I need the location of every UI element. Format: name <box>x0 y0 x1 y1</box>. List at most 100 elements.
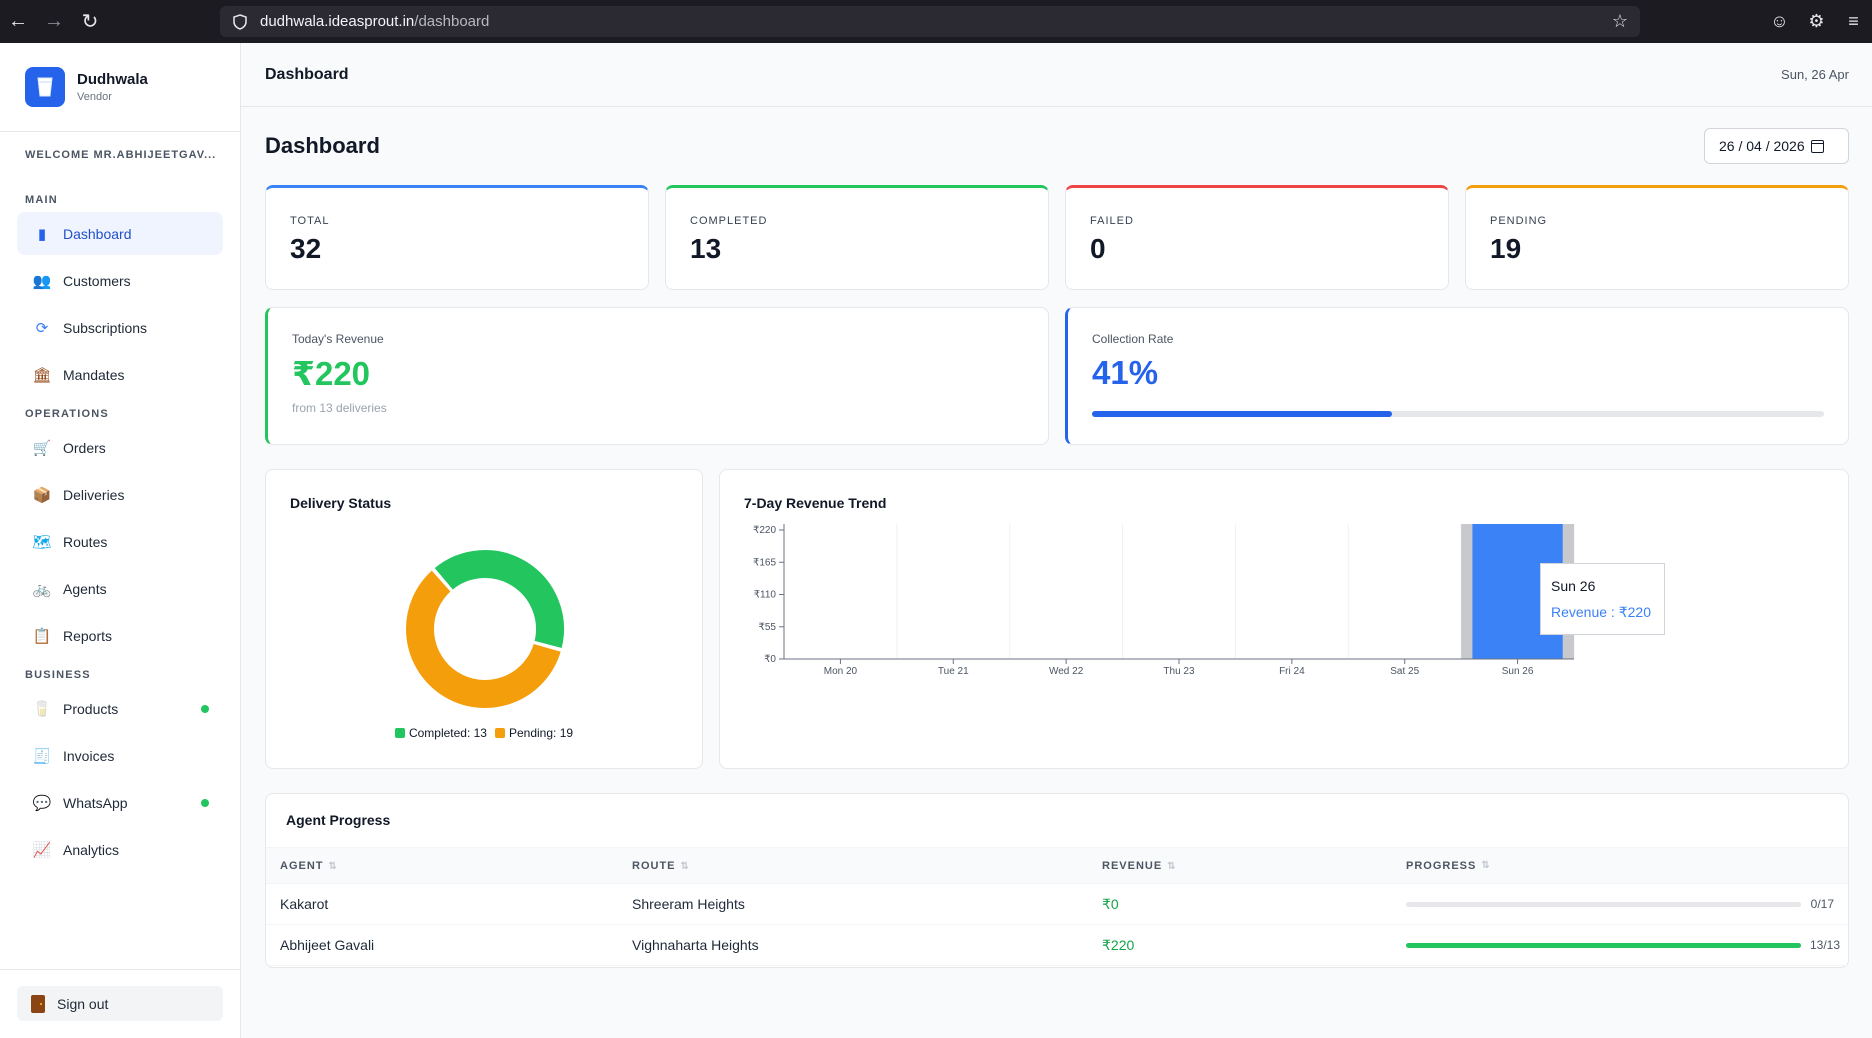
sidebar-item-whatsapp[interactable]: 💬 WhatsApp <box>17 781 223 824</box>
forward-icon[interactable]: → <box>44 10 64 32</box>
table-row[interactable]: Abhijeet Gavali Vighnaharta Heights ₹220 13… <box>266 925 1848 966</box>
agent-revenue: ₹220 <box>1102 936 1135 953</box>
sidebar-item-invoices[interactable]: 🧾 Invoices <box>17 734 223 777</box>
revenue-trend-title: 7-Day Revenue Trend <box>744 495 887 511</box>
sidebar-item-label: Deliveries <box>63 486 125 503</box>
url-path: /dashboard <box>414 13 490 30</box>
door-icon <box>31 994 45 1013</box>
sidebar-item-label: Agents <box>63 580 107 597</box>
todays-revenue-card: Today's Revenue ₹220 from 13 deliveries <box>265 307 1049 445</box>
legend-item[interactable]: Completed: 13 <box>394 726 487 740</box>
agent-route: Vighnaharta Heights <box>632 937 759 953</box>
revenue-subtext: from 13 deliveries <box>292 401 387 415</box>
legend-label: Completed: 13 <box>408 726 487 740</box>
col-revenue[interactable]: REVENUE ⇅ <box>1102 860 1406 872</box>
main-content: Dashboard Sun, 26 Apr Dashboard 26 / 04 … <box>241 43 1872 1038</box>
sidebar-item-mandates[interactable]: 🏛 Mandates <box>17 353 223 396</box>
stat-value: 0 <box>1090 233 1106 264</box>
sidebar-item-products[interactable]: 🥛 Products <box>17 687 223 730</box>
sidebar-item-agents[interactable]: 🚲 Agents <box>17 567 223 610</box>
col-route-label: ROUTE <box>632 859 676 872</box>
cart-icon: 🛒 <box>32 439 52 457</box>
y-tick-label: ₹110 <box>754 590 777 601</box>
legend-swatch <box>394 728 405 738</box>
sort-icon[interactable]: ⇅ <box>1481 860 1491 871</box>
status-dot <box>201 705 209 713</box>
x-tick-label: Sat 25 <box>1390 666 1419 677</box>
sidebar-item-reports[interactable]: 📋 Reports <box>17 614 223 657</box>
col-progress[interactable]: PROGRESS ⇅ <box>1406 860 1848 872</box>
stat-card-pending: PENDING 19 <box>1465 185 1849 290</box>
col-revenue-label: REVENUE <box>1102 859 1163 872</box>
bookmark-star-icon[interactable]: ☆ <box>1611 11 1628 31</box>
stat-card-completed: COMPLETED 13 <box>665 185 1049 290</box>
revenue-value: ₹220 <box>292 355 371 392</box>
date-picker-input[interactable]: 26 / 04 / 2026 <box>1704 128 1849 164</box>
y-tick-label: ₹165 <box>753 557 776 568</box>
sidebar-item-label: Routes <box>63 533 108 550</box>
progress-text: 13/13 <box>1810 938 1841 952</box>
section-label: MAIN <box>25 194 58 206</box>
account-icon[interactable]: ☺ <box>1770 11 1789 31</box>
revenue-label: Today's Revenue <box>292 332 384 346</box>
stats-row: TOTAL 32 COMPLETED 13 FAILED 0 PENDING 19 <box>265 185 1849 290</box>
sidebar-item-deliveries[interactable]: 📦 Deliveries <box>17 473 223 516</box>
sort-icon[interactable]: ⇅ <box>680 860 690 872</box>
stat-label: COMPLETED <box>690 215 768 227</box>
sidebar-item-label: Invoices <box>63 747 115 764</box>
sidebar-item-analytics[interactable]: 📈 Analytics <box>17 828 223 871</box>
milk-glass-icon <box>25 67 65 107</box>
bar-chart-icon: ▮ <box>37 225 47 243</box>
collection-rate-card: Collection Rate 41% <box>1065 307 1849 445</box>
legend-item[interactable]: Pending: 19 <box>494 726 573 740</box>
sign-out-button[interactable]: Sign out <box>17 986 223 1021</box>
header-date: Sun, 26 Apr <box>1781 67 1849 82</box>
delivery-status-legend: Completed: 13 Pending: 19 <box>266 726 702 740</box>
sidebar-item-label: Orders <box>63 439 106 456</box>
calendar-icon[interactable] <box>1810 139 1824 153</box>
col-progress-label: PROGRESS <box>1406 859 1477 872</box>
sidebar-item-subscriptions[interactable]: ⟳ Subscriptions <box>17 306 223 349</box>
delivery-status-title: Delivery Status <box>290 495 392 511</box>
sidebar-item-customers[interactable]: 👥 Customers <box>17 259 223 302</box>
sort-icon[interactable]: ⇅ <box>328 860 338 872</box>
revenue-trend-chart[interactable]: ₹0 ₹55 ₹110 ₹165 ₹220 Mon 20 Tue 21 Wed 22 Thu 2… <box>720 470 1594 770</box>
delivery-status-donut <box>404 548 566 710</box>
sidebar-item-label: Mandates <box>63 366 125 383</box>
app-window: Dudhwala Vendor WELCOME MR.ABHIJEETGAV..… <box>0 43 1872 1038</box>
sidebar-item-routes[interactable]: 🗺 Routes <box>17 520 223 563</box>
sidebar-item-dashboard[interactable]: ▮ Dashboard <box>17 212 223 255</box>
sidebar-item-label: Dashboard <box>63 225 132 242</box>
x-tick-label: Wed 22 <box>1049 666 1084 677</box>
page-title: Dashboard <box>265 133 380 158</box>
address-bar[interactable]: dudhwala.ideasprout.in/dashboard ☆ <box>220 6 1640 37</box>
agent-progress-title: Agent Progress <box>286 812 391 828</box>
table-row[interactable]: Kakarot Shreeram Heights ₹0 0/17 <box>266 884 1848 925</box>
col-route[interactable]: ROUTE ⇅ <box>632 860 1102 872</box>
sidebar-item-label: Analytics <box>63 841 120 858</box>
brand-role: Vendor <box>77 91 112 103</box>
col-agent[interactable]: AGENT ⇅ <box>266 860 632 872</box>
sidebar-item-orders[interactable]: 🛒 Orders <box>17 426 223 469</box>
sidebar-item-label: Customers <box>63 272 131 289</box>
menu-icon[interactable]: ≡ <box>1848 11 1859 31</box>
status-dot <box>201 799 209 807</box>
sign-out-label: Sign out <box>57 995 109 1012</box>
agent-name: Kakarot <box>280 896 329 912</box>
extensions-icon[interactable]: ⚙ <box>1808 11 1825 31</box>
y-tick-label: ₹220 <box>753 525 776 536</box>
refresh-icon: ⟳ <box>35 319 49 337</box>
sort-icon[interactable]: ⇅ <box>1167 860 1177 872</box>
back-icon[interactable]: ← <box>8 10 28 32</box>
x-tick-label: Fri 24 <box>1279 666 1305 677</box>
reload-icon[interactable]: ↻ <box>81 11 99 33</box>
donut-slice-completed[interactable] <box>431 548 566 651</box>
stat-label: TOTAL <box>290 215 330 227</box>
x-tick-label: Tue 21 <box>938 666 969 677</box>
donut-slice-pending[interactable] <box>404 567 564 710</box>
stat-card-failed: FAILED 0 <box>1065 185 1449 290</box>
map-icon: 🗺 <box>32 533 52 551</box>
bicycle-icon: 🚲 <box>32 580 52 598</box>
users-icon: 👥 <box>32 272 52 290</box>
brand[interactable]: Dudhwala Vendor <box>0 43 240 132</box>
